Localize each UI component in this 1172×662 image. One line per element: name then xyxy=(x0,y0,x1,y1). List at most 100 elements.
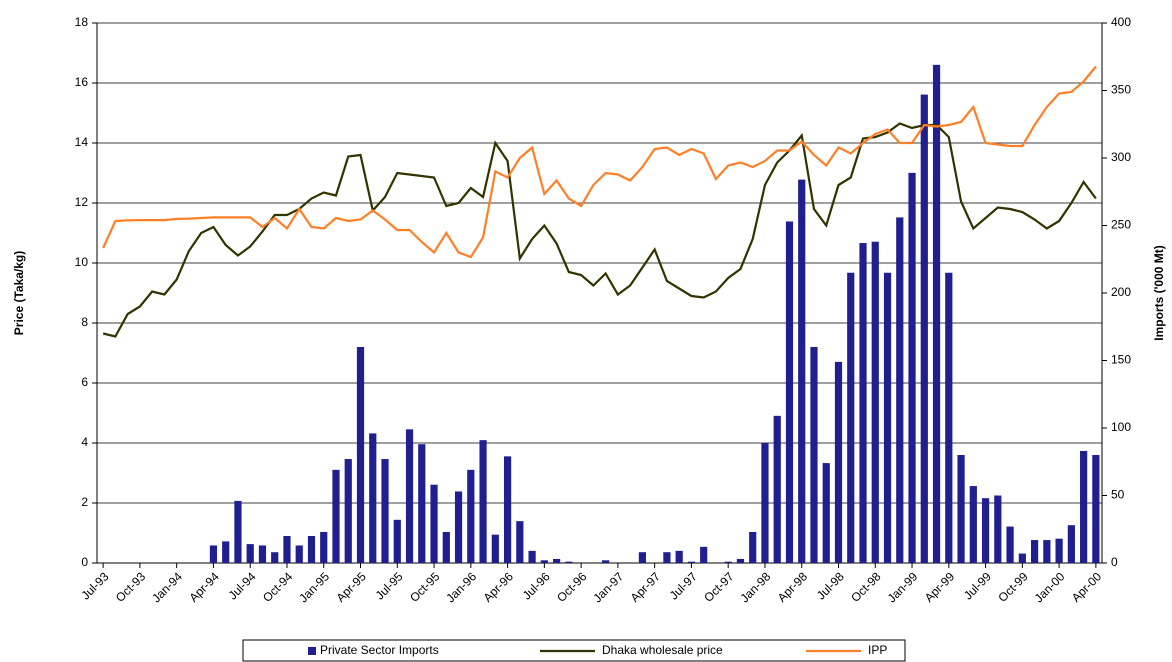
y-tick-label: 14 xyxy=(75,135,89,149)
bar xyxy=(957,455,965,563)
legend-label: Dhaka wholesale price xyxy=(602,643,723,657)
bar xyxy=(700,546,708,563)
bar xyxy=(920,94,928,564)
y2-axis-title: Imports ('000 Mt) xyxy=(1152,245,1166,341)
x-tick-label: Oct-95 xyxy=(407,569,443,605)
x-tick-label: Jan-98 xyxy=(737,569,773,605)
bar xyxy=(1018,553,1026,563)
bar xyxy=(1055,538,1063,563)
y-tick-label: 18 xyxy=(75,15,89,29)
bar xyxy=(307,536,316,563)
y2-tick-label: 300 xyxy=(1111,150,1131,164)
bar xyxy=(724,561,732,563)
bar xyxy=(381,459,389,563)
bar xyxy=(785,221,794,563)
bar xyxy=(602,560,610,563)
bar xyxy=(871,241,879,563)
bar xyxy=(1043,540,1051,563)
x-tick-label: Oct-94 xyxy=(260,569,296,605)
bar xyxy=(503,456,512,563)
x-tick-label: Oct-99 xyxy=(995,569,1031,605)
bar xyxy=(969,486,977,563)
bar xyxy=(516,521,524,563)
x-tick-label: Apr-96 xyxy=(481,569,517,605)
bar xyxy=(687,561,696,563)
x-tick-label: Apr-00 xyxy=(1069,569,1105,605)
x-tick-label: Jul-93 xyxy=(78,569,111,602)
bar xyxy=(553,558,561,563)
y2-tick-label: 200 xyxy=(1111,285,1131,299)
y-tick-label: 10 xyxy=(75,255,89,269)
bar xyxy=(467,469,475,563)
x-tick-label: Jul-96 xyxy=(520,569,553,602)
bar xyxy=(1067,525,1075,563)
bar xyxy=(479,440,487,563)
bar xyxy=(405,429,414,563)
bar xyxy=(798,179,806,563)
x-tick-label: Oct-93 xyxy=(113,569,149,605)
bar xyxy=(295,545,303,563)
legend-swatch xyxy=(308,647,316,655)
x-tick-label: Jul-94 xyxy=(226,569,259,602)
y-tick-label: 12 xyxy=(75,195,89,209)
bar xyxy=(773,415,781,563)
bar xyxy=(491,534,499,563)
x-tick-label: Jan-99 xyxy=(885,569,921,605)
bar xyxy=(418,444,426,563)
bar xyxy=(344,459,352,563)
bar xyxy=(896,217,904,563)
x-tick-label: Jul-95 xyxy=(373,569,406,602)
bar xyxy=(945,272,953,563)
bar xyxy=(332,469,340,563)
legend-label: Private Sector Imports xyxy=(320,643,439,657)
bar xyxy=(271,552,279,563)
legend-label: IPP xyxy=(868,643,887,657)
bar xyxy=(528,550,536,563)
bar xyxy=(675,550,683,563)
bar xyxy=(847,272,855,563)
x-tick-label: Apr-94 xyxy=(186,569,222,605)
y-tick-label: 16 xyxy=(75,75,89,89)
bar xyxy=(393,519,401,563)
bar xyxy=(810,347,818,563)
y2-tick-label: 0 xyxy=(1111,555,1118,569)
bar xyxy=(442,531,450,563)
bar xyxy=(1030,540,1039,563)
x-tick-label: Apr-98 xyxy=(775,569,811,605)
x-tick-label: Jul-99 xyxy=(961,569,994,602)
bar xyxy=(638,552,646,563)
y-tick-label: 6 xyxy=(81,375,88,389)
bar xyxy=(565,561,573,563)
x-tick-label: Apr-97 xyxy=(628,569,664,605)
x-tick-label: Apr-95 xyxy=(333,569,369,605)
bar xyxy=(859,243,867,564)
x-tick-label: Jan-97 xyxy=(590,569,626,605)
bar xyxy=(283,536,291,563)
bar xyxy=(430,484,438,563)
x-tick-label: Jan-94 xyxy=(149,569,185,605)
bar xyxy=(883,272,892,563)
bar xyxy=(981,498,990,563)
y-tick-label: 0 xyxy=(81,555,88,569)
y-tick-label: 4 xyxy=(81,435,88,449)
bar xyxy=(908,172,916,563)
line xyxy=(102,65,1097,259)
y-axis-title: Price (Taka/kg) xyxy=(12,251,26,335)
bar xyxy=(356,347,365,563)
bar xyxy=(663,552,671,563)
y-tick-label: 2 xyxy=(81,495,88,509)
x-tick-label: Jan-00 xyxy=(1032,569,1068,605)
x-tick-label: Oct-98 xyxy=(848,569,884,605)
bar xyxy=(736,558,745,563)
bar xyxy=(454,491,463,563)
bar xyxy=(234,500,242,563)
y2-tick-label: 150 xyxy=(1111,353,1131,367)
x-tick-label: Jan-96 xyxy=(443,569,479,605)
y-tick-label: 8 xyxy=(81,315,88,329)
bar xyxy=(246,544,254,563)
x-tick-label: Oct-97 xyxy=(701,569,737,605)
bar xyxy=(1080,450,1088,563)
y2-tick-label: 50 xyxy=(1111,488,1125,502)
bar xyxy=(1092,455,1100,563)
